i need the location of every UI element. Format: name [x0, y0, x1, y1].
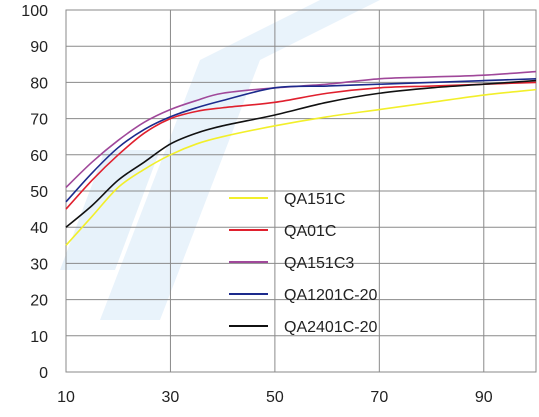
grid [65, 9, 537, 373]
legend-label-qa2401c-20: QA2401C-20 [284, 319, 377, 336]
y-tick-label: 60 [30, 148, 48, 165]
y-tick-label: 90 [30, 39, 48, 56]
series-line-qa01c [65, 81, 537, 210]
watermark-logo [60, 0, 380, 320]
legend-label-qa01c: QA01C [284, 223, 336, 240]
legend: QA151C QA01C QA151C3 QA1201C-20 QA2401C-20 [229, 191, 377, 336]
series-line-qa1201c-20 [65, 77, 537, 203]
legend-label-qa151c3: QA151C3 [284, 255, 354, 272]
y-tick-label: 40 [30, 220, 48, 237]
x-tick-label: 90 [475, 389, 493, 406]
y-tick-label: 80 [30, 75, 48, 92]
x-tick-label: 30 [162, 389, 180, 406]
x-tick-label: 10 [57, 389, 75, 406]
y-tick-label: 10 [30, 329, 48, 346]
series-line-qa151c [65, 88, 537, 246]
x-tick-label: 50 [266, 389, 284, 406]
legend-label-qa151c: QA151C [284, 191, 345, 208]
y-tick-label: 30 [30, 256, 48, 273]
y-tick-label: 50 [30, 184, 48, 201]
y-tick-label: 0 [39, 365, 48, 382]
axes: 0 10 20 30 40 50 60 70 80 90 100 10 30 50 70 90 [21, 3, 492, 406]
series-line-qa151c3 [65, 70, 537, 188]
series-lines [65, 70, 537, 246]
y-tick-label: 100 [21, 3, 48, 20]
x-tick-label: 70 [370, 389, 388, 406]
series-line-qa2401c-20 [65, 79, 537, 228]
y-tick-label: 70 [30, 112, 48, 129]
y-tick-label: 20 [30, 293, 48, 310]
legend-label-qa1201c-20: QA1201C-20 [284, 287, 377, 304]
